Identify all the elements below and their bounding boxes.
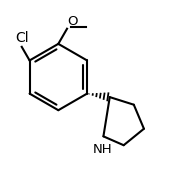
Text: O: O	[67, 15, 78, 28]
Text: Cl: Cl	[15, 31, 29, 46]
Text: NH: NH	[93, 143, 112, 156]
